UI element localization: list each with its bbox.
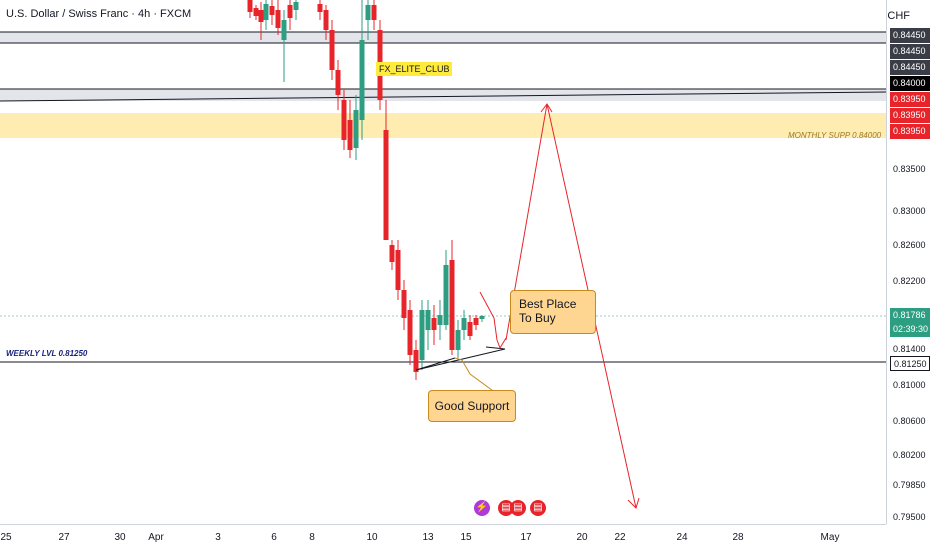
- price-axis-label: 0.84450: [890, 60, 930, 75]
- candle-body: [329, 30, 335, 70]
- zone-border: [0, 91, 887, 102]
- price-axis-label: 0.83500: [893, 164, 926, 174]
- price-axis-label: 0.83950: [890, 124, 930, 139]
- monthly-support-label: MONTHLY SUPP 0.84000: [788, 131, 882, 140]
- candle-body: [323, 10, 329, 30]
- candle-body: [425, 310, 431, 330]
- candle-body: [335, 70, 341, 95]
- candle-body: [383, 130, 389, 240]
- candle-body: [473, 318, 479, 325]
- time-axis-label: 13: [422, 532, 434, 543]
- price-axis-label: 0.80200: [893, 450, 926, 460]
- callout-pointer: [454, 357, 501, 397]
- time-axis-label: 27: [58, 532, 70, 543]
- symbol-title[interactable]: U.S. Dollar / Swiss Franc · 4h · FXCM: [6, 8, 192, 20]
- price-axis-label: 0.81786: [890, 308, 930, 323]
- candle-body: [389, 245, 395, 262]
- candle-body: [449, 260, 455, 350]
- price-axis-label: 0.83950: [890, 108, 930, 123]
- resistance-zone-top: [0, 32, 886, 43]
- time-axis-label: 30: [114, 532, 126, 543]
- candle-body: [353, 110, 359, 148]
- time-axis-label: 22: [614, 532, 626, 543]
- price-axis-label: 0.79500: [893, 512, 926, 522]
- time-axis-label: May: [820, 532, 840, 543]
- time-axis-label: Apr: [148, 532, 164, 543]
- candle-body: [365, 5, 371, 20]
- time-axis-label: 24: [676, 532, 688, 543]
- candle-body: [359, 40, 365, 120]
- price-axis-label: 0.82200: [893, 276, 926, 286]
- candle-body: [347, 120, 353, 150]
- price-axis-label: 0.83950: [890, 92, 930, 107]
- us-flag-event-icon[interactable]: ▤: [530, 500, 546, 516]
- arrow-head: [627, 497, 640, 509]
- candle-body: [258, 10, 264, 22]
- candle-body: [455, 330, 461, 350]
- candle-body: [269, 6, 275, 15]
- currency-label: CHF: [887, 10, 910, 22]
- candle-body: [395, 250, 401, 290]
- candle-body: [461, 318, 467, 330]
- resistance-zone-mid: [0, 89, 886, 101]
- time-axis[interactable]: [0, 524, 886, 551]
- projection-arrow: [479, 291, 498, 341]
- candle-body: [479, 316, 485, 319]
- candle-body: [419, 310, 425, 360]
- candle-body: [443, 265, 449, 325]
- candle-body: [407, 310, 413, 355]
- good-support-callout[interactable]: Good Support: [428, 390, 516, 422]
- callout-text: Good Support: [434, 399, 510, 413]
- candle-body: [263, 4, 269, 20]
- price-axis-label: 0.80600: [893, 416, 926, 426]
- time-axis-label: 25: [0, 532, 12, 543]
- candle-body: [437, 315, 443, 325]
- time-axis-label: 6: [271, 532, 277, 543]
- fx-elite-club-tag: FX_ELITE_CLUB: [376, 62, 452, 76]
- time-axis-label: 17: [520, 532, 532, 543]
- candle-body: [287, 5, 293, 18]
- price-axis-label: 0.81000: [893, 380, 926, 390]
- candle-body: [371, 5, 377, 20]
- price-axis-label: 0.84450: [890, 44, 930, 59]
- price-axis-label: 02:39:30: [890, 322, 930, 337]
- price-axis-label: 0.79850: [893, 480, 926, 490]
- price-axis-label: 0.83000: [893, 206, 926, 216]
- weekly-level-label: WEEKLY LVL 0.81250: [6, 349, 88, 358]
- price-axis-label: 0.81400: [893, 344, 926, 354]
- time-axis-label: 15: [460, 532, 472, 543]
- lightning-event-icon[interactable]: ⚡: [474, 500, 490, 516]
- candle-body: [247, 0, 253, 12]
- arrow-head: [496, 337, 507, 350]
- candle-body: [401, 290, 407, 318]
- price-axis-label: 0.81250: [890, 356, 930, 371]
- candle-body: [293, 2, 299, 10]
- candle-body: [341, 100, 347, 140]
- price-axis-label: 0.82600: [893, 240, 926, 250]
- price-axis-label: 0.84450: [890, 28, 930, 43]
- candle-body: [467, 322, 473, 336]
- monthly-support-zone: [0, 113, 886, 138]
- price-axis[interactable]: [886, 0, 932, 524]
- callout-text: Best Place To Buy: [519, 297, 577, 325]
- candle-body: [281, 20, 287, 40]
- best-place-to-buy-callout[interactable]: Best Place To Buy: [510, 290, 596, 334]
- time-axis-label: 3: [215, 532, 221, 543]
- candle-body: [253, 8, 259, 16]
- candle-body: [431, 318, 437, 330]
- time-axis-label: 8: [309, 532, 315, 543]
- candle-body: [275, 10, 281, 28]
- candle-body: [413, 350, 419, 372]
- support-trendline: [415, 346, 506, 371]
- price-axis-label: 0.84000: [890, 76, 930, 91]
- support-trendline: [415, 357, 456, 371]
- us-flag-event-icon[interactable]: ▤: [510, 500, 526, 516]
- time-axis-label: 20: [576, 532, 588, 543]
- time-axis-label: 10: [366, 532, 378, 543]
- time-axis-label: 28: [732, 532, 744, 543]
- arrow-head: [540, 103, 553, 113]
- candle-body: [317, 4, 323, 12]
